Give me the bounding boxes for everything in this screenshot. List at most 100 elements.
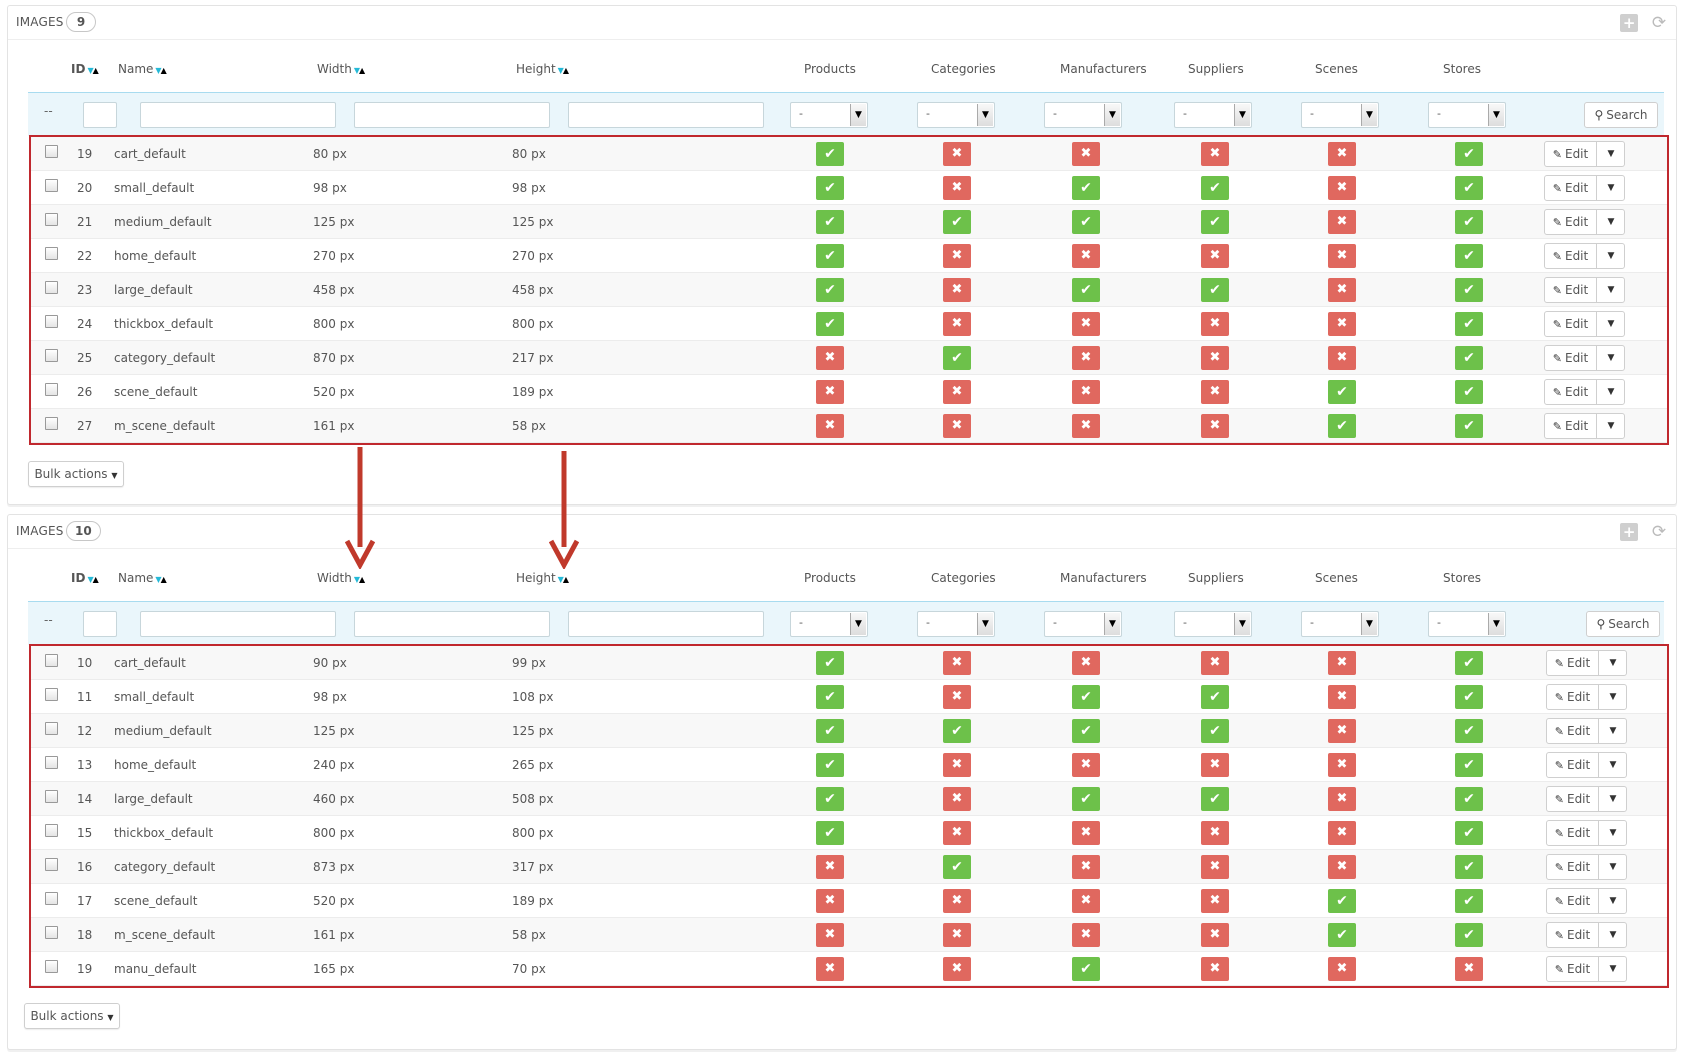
cross-icon-suppliers[interactable]: ✖ (1201, 957, 1229, 981)
check-icon-products[interactable]: ✔ (816, 787, 844, 811)
cross-icon-scenes[interactable]: ✖ (1328, 346, 1356, 370)
row-checkbox[interactable] (45, 654, 58, 667)
cross-icon-suppliers[interactable]: ✖ (1201, 414, 1229, 438)
row-actions-dropdown-icon[interactable]: ▼ (1609, 862, 1617, 872)
row-checkbox[interactable] (45, 213, 58, 226)
check-icon-suppliers[interactable]: ✔ (1201, 719, 1229, 743)
sort-arrows-icon[interactable]: ▼▲ (353, 575, 365, 584)
cross-icon-products[interactable]: ✖ (816, 346, 844, 370)
cross-icon-scenes[interactable]: ✖ (1328, 685, 1356, 709)
cross-icon-scenes[interactable]: ✖ (1328, 821, 1356, 845)
edit-button[interactable]: ✎ Edit (1545, 312, 1597, 336)
edit-button[interactable]: ✎ Edit (1547, 719, 1599, 743)
check-icon-products[interactable]: ✔ (816, 312, 844, 336)
sort-arrows-icon[interactable]: ▼▲ (87, 66, 98, 75)
cross-icon-categories[interactable]: ✖ (943, 380, 971, 404)
sort-desc-icon[interactable]: ▼ (353, 575, 360, 584)
cross-icon-scenes[interactable]: ✖ (1328, 787, 1356, 811)
cross-icon-suppliers[interactable]: ✖ (1201, 855, 1229, 879)
id-filter-input[interactable] (83, 611, 117, 637)
name-filter-input[interactable] (140, 102, 336, 128)
check-icon-scenes[interactable]: ✔ (1328, 414, 1356, 438)
width-filter-input[interactable] (354, 611, 550, 637)
edit-button[interactable]: ✎ Edit (1545, 346, 1597, 370)
cross-icon-products[interactable]: ✖ (816, 923, 844, 947)
sort-arrows-icon[interactable]: ▼▲ (155, 66, 166, 75)
check-icon-categories[interactable]: ✔ (943, 855, 971, 879)
cross-icon-suppliers[interactable]: ✖ (1201, 380, 1229, 404)
check-icon-scenes[interactable]: ✔ (1328, 380, 1356, 404)
check-icon-stores[interactable]: ✔ (1455, 753, 1483, 777)
name-filter-input[interactable] (140, 611, 336, 637)
sort-arrows-icon[interactable]: ▼▲ (557, 66, 569, 75)
cross-icon-categories[interactable]: ✖ (943, 923, 971, 947)
check-icon-stores[interactable]: ✔ (1455, 719, 1483, 743)
cross-icon-categories[interactable]: ✖ (943, 753, 971, 777)
row-checkbox[interactable] (45, 247, 58, 260)
check-icon-products[interactable]: ✔ (816, 719, 844, 743)
edit-button[interactable]: ✎ Edit (1547, 957, 1599, 981)
check-icon-products[interactable]: ✔ (816, 278, 844, 302)
row-actions-dropdown-icon[interactable]: ▼ (1607, 285, 1615, 295)
sort-desc-icon[interactable]: ▼ (155, 575, 161, 584)
check-icon-stores[interactable]: ✔ (1455, 821, 1483, 845)
row-checkbox[interactable] (45, 688, 58, 701)
row-actions-dropdown-icon[interactable]: ▼ (1607, 251, 1615, 261)
scenes-filter-select[interactable]: - ▼ (1301, 102, 1379, 128)
sort-desc-icon[interactable]: ▼ (557, 66, 564, 75)
search-button[interactable]: ⚲ Search (1586, 611, 1660, 637)
row-checkbox[interactable] (45, 960, 58, 973)
cross-icon-categories[interactable]: ✖ (943, 651, 971, 675)
check-icon-suppliers[interactable]: ✔ (1201, 278, 1229, 302)
check-icon-stores[interactable]: ✔ (1455, 685, 1483, 709)
cross-icon-suppliers[interactable]: ✖ (1201, 651, 1229, 675)
cross-icon-manufacturers[interactable]: ✖ (1072, 380, 1100, 404)
check-icon-stores[interactable]: ✔ (1455, 244, 1483, 268)
check-icon-products[interactable]: ✔ (816, 753, 844, 777)
cross-icon-suppliers[interactable]: ✖ (1201, 244, 1229, 268)
check-icon-suppliers[interactable]: ✔ (1201, 685, 1229, 709)
cross-icon-scenes[interactable]: ✖ (1328, 651, 1356, 675)
sort-desc-icon[interactable]: ▼ (557, 575, 564, 584)
cross-icon-products[interactable]: ✖ (816, 957, 844, 981)
cross-icon-suppliers[interactable]: ✖ (1201, 753, 1229, 777)
check-icon-stores[interactable]: ✔ (1455, 312, 1483, 336)
cross-icon-manufacturers[interactable]: ✖ (1072, 651, 1100, 675)
edit-button[interactable]: ✎ Edit (1545, 210, 1597, 234)
cross-icon-stores[interactable]: ✖ (1455, 957, 1483, 981)
cross-icon-categories[interactable]: ✖ (943, 312, 971, 336)
row-actions-dropdown-icon[interactable]: ▼ (1609, 692, 1617, 702)
row-checkbox[interactable] (45, 892, 58, 905)
row-actions-dropdown-icon[interactable]: ▼ (1607, 353, 1615, 363)
suppliers-filter-select[interactable]: - ▼ (1174, 611, 1252, 637)
products-filter-select[interactable]: - ▼ (790, 611, 868, 637)
cross-icon-manufacturers[interactable]: ✖ (1072, 855, 1100, 879)
edit-button[interactable]: ✎ Edit (1547, 787, 1599, 811)
column-header-width[interactable]: Width ▼▲ (317, 62, 365, 76)
row-checkbox[interactable] (45, 824, 58, 837)
height-filter-input[interactable] (568, 102, 764, 128)
cross-icon-suppliers[interactable]: ✖ (1201, 312, 1229, 336)
check-icon-manufacturers[interactable]: ✔ (1072, 210, 1100, 234)
chevron-down-icon[interactable]: ▼ (977, 613, 993, 635)
check-icon-categories[interactable]: ✔ (943, 719, 971, 743)
row-actions-dropdown-icon[interactable]: ▼ (1607, 319, 1615, 329)
check-icon-products[interactable]: ✔ (816, 176, 844, 200)
edit-button[interactable]: ✎ Edit (1547, 855, 1599, 879)
row-checkbox[interactable] (45, 756, 58, 769)
cross-icon-manufacturers[interactable]: ✖ (1072, 142, 1100, 166)
chevron-down-icon[interactable]: ▼ (850, 613, 866, 635)
cross-icon-categories[interactable]: ✖ (943, 414, 971, 438)
row-checkbox[interactable] (45, 417, 58, 430)
check-icon-products[interactable]: ✔ (816, 142, 844, 166)
cross-icon-manufacturers[interactable]: ✖ (1072, 753, 1100, 777)
edit-button[interactable]: ✎ Edit (1545, 414, 1597, 438)
check-icon-stores[interactable]: ✔ (1455, 278, 1483, 302)
check-icon-suppliers[interactable]: ✔ (1201, 787, 1229, 811)
check-icon-products[interactable]: ✔ (816, 685, 844, 709)
row-actions-dropdown-icon[interactable]: ▼ (1607, 387, 1615, 397)
categories-filter-select[interactable]: - ▼ (917, 102, 995, 128)
edit-button[interactable]: ✎ Edit (1547, 821, 1599, 845)
sort-arrows-icon[interactable]: ▼▲ (87, 575, 98, 584)
cross-icon-categories[interactable]: ✖ (943, 142, 971, 166)
